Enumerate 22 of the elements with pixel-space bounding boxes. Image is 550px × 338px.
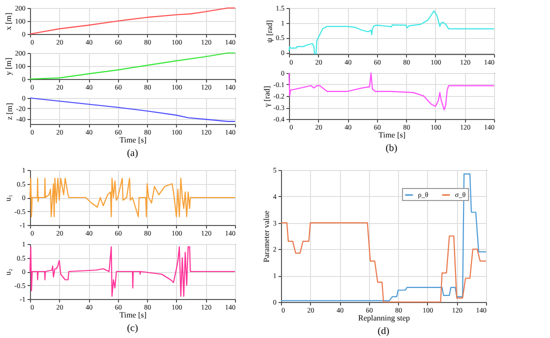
- y-axis-title: y [m]: [4, 57, 13, 76]
- y-axis-title: z [m]: [5, 102, 14, 120]
- line-series: [29, 97, 236, 122]
- line-series: [29, 52, 236, 80]
- y-axis-title: x [m]: [4, 12, 13, 30]
- y-axis-title: Parameter value: [262, 210, 271, 262]
- x-axis-title: Time [s]: [378, 130, 406, 140]
- y-axis-title: γ [rad]: [262, 86, 272, 108]
- x-axis-title: Time [s]: [119, 136, 147, 144]
- line-series: [29, 7, 236, 35]
- text: (b): [386, 143, 398, 154]
- y-axis-title: ψ [rad]: [264, 20, 274, 43]
- x-axis-title: Replanning step: [358, 314, 410, 322]
- line-series: [29, 178, 236, 218]
- x-axis-title: Time [s]: [119, 310, 147, 320]
- line-series: [288, 10, 495, 54]
- y-axis-title: u₁: [3, 194, 12, 202]
- y-axis-title: u₂: [3, 268, 12, 276]
- text: (d): [378, 326, 390, 337]
- text: (c): [126, 323, 138, 334]
- line-series: [29, 246, 236, 297]
- text: (a): [126, 148, 138, 159]
